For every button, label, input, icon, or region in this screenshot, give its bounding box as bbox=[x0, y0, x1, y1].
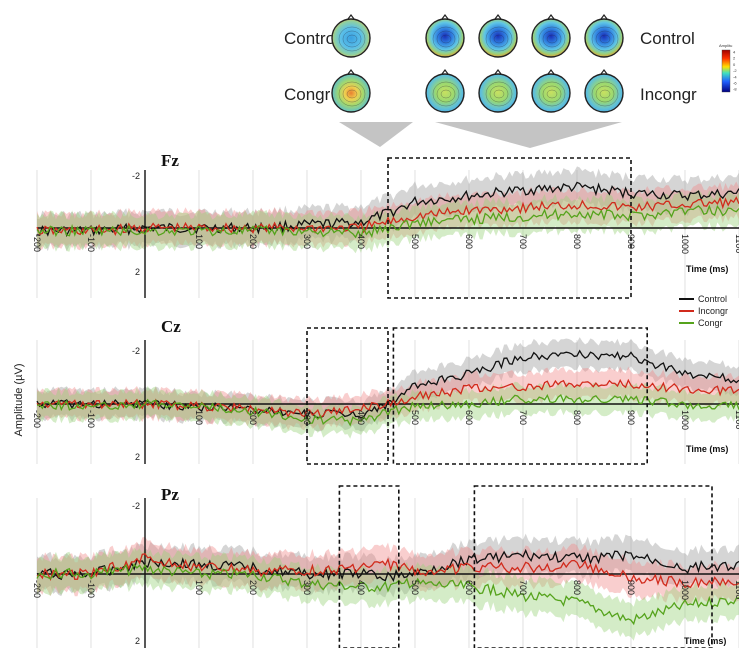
series-line-incongr bbox=[36, 196, 739, 236]
colorbar-tick-label: -8 bbox=[733, 87, 737, 92]
x-tick-label: 300 bbox=[302, 410, 312, 425]
colorbar-tick-label: 0 bbox=[733, 62, 736, 67]
y-tick-label: -2 bbox=[132, 171, 140, 181]
x-tick-label: 700 bbox=[518, 410, 528, 425]
x-tick-label: 300 bbox=[302, 580, 312, 595]
topomap-incongr-2 bbox=[425, 69, 465, 113]
x-axis-label: Time (ms) bbox=[686, 444, 728, 454]
legend: Control Incongr Congr bbox=[679, 294, 728, 328]
x-tick-label: 100 bbox=[194, 234, 204, 249]
x-tick-label: 600 bbox=[464, 580, 474, 595]
x-tick-label: 800 bbox=[572, 410, 582, 425]
topomap-control-1 bbox=[331, 14, 371, 58]
topomap-incongr-3 bbox=[478, 69, 518, 113]
x-tick-label: 300 bbox=[302, 234, 312, 249]
channel-label-fz: Fz bbox=[161, 151, 179, 170]
y-tick-label: -2 bbox=[132, 501, 140, 511]
legend-label-congr: Congr bbox=[698, 318, 723, 328]
x-tick-label: 1000 bbox=[680, 234, 690, 254]
x-tick-label: 600 bbox=[464, 234, 474, 249]
x-tick-label: 500 bbox=[410, 234, 420, 249]
x-tick-label: 1100 bbox=[734, 234, 739, 253]
series-line-congr bbox=[36, 563, 739, 626]
x-axis-label: Time (ms) bbox=[684, 636, 726, 646]
topomap-incongr-4 bbox=[531, 69, 571, 113]
legend-label-incongr: Incongr bbox=[698, 306, 728, 316]
x-tick-label: 1100 bbox=[734, 410, 739, 429]
y-tick-label: 2 bbox=[135, 452, 140, 462]
topomap-control-4 bbox=[531, 14, 571, 58]
erp-panel-cz: -200 -100 100 200 300 400 500 600 700 800 900 1000 1… bbox=[32, 317, 739, 465]
x-tick-label: 200 bbox=[248, 580, 258, 595]
topomap-label-control-left: Control bbox=[284, 29, 339, 48]
colorbar: Amplitu 420-2-4 -6-8 bbox=[719, 43, 737, 93]
erp-panel-pz: -200 -100 100 200 300 400 500 600 700 800 900 1000 1… bbox=[32, 485, 739, 648]
x-tick-label: 200 bbox=[248, 410, 258, 425]
funnel-left bbox=[339, 122, 413, 147]
x-tick-label: 600 bbox=[464, 410, 474, 425]
x-tick-label: -100 bbox=[86, 580, 96, 598]
legend-label-control: Control bbox=[698, 294, 727, 304]
series-line-congr bbox=[36, 204, 739, 239]
x-tick-label: -100 bbox=[86, 234, 96, 252]
x-tick-label: 1100 bbox=[734, 580, 739, 599]
y-tick-label: 2 bbox=[135, 636, 140, 646]
series-line-incongr bbox=[36, 378, 739, 419]
x-tick-label: 500 bbox=[410, 410, 420, 425]
x-tick-label: 1000 bbox=[680, 410, 690, 430]
funnel-right bbox=[435, 122, 622, 148]
series-line-incongr bbox=[36, 553, 739, 589]
topomap-congr-1 bbox=[331, 69, 371, 113]
colorbar-title: Amplitu bbox=[719, 43, 732, 48]
channel-label-pz: Pz bbox=[161, 485, 179, 504]
y-tick-label: 2 bbox=[135, 267, 140, 277]
analysis-window bbox=[392, 327, 648, 465]
x-tick-label: 900 bbox=[626, 410, 636, 425]
x-tick-label: 800 bbox=[572, 580, 582, 595]
x-tick-label: 200 bbox=[248, 234, 258, 249]
x-tick-label: -200 bbox=[32, 234, 42, 252]
topomap-control-5 bbox=[584, 14, 624, 58]
topomap-label-incongr-right: Incongr bbox=[640, 85, 697, 104]
x-tick-label: -200 bbox=[32, 580, 42, 598]
colorbar-tick-label: 2 bbox=[733, 56, 736, 61]
x-tick-label: 900 bbox=[626, 580, 636, 595]
confidence-band-incongr bbox=[37, 536, 739, 605]
x-tick-label: 100 bbox=[194, 410, 204, 425]
x-tick-label: 900 bbox=[626, 234, 636, 249]
colorbar-tick-label: 4 bbox=[733, 50, 736, 55]
erp-panel-fz: -200 -100 100 200 300 400 500 600 700 800 900 1000 1… bbox=[32, 151, 739, 299]
channel-label-cz: Cz bbox=[161, 317, 181, 336]
analysis-window bbox=[473, 485, 713, 648]
analysis-window bbox=[306, 327, 389, 465]
colorbar-tick-label: -6 bbox=[733, 81, 737, 86]
y-tick-label: -2 bbox=[132, 346, 140, 356]
colorbar-scale bbox=[721, 49, 731, 93]
topomap-label-control-right: Control bbox=[640, 29, 695, 48]
y-axis-label: Amplitude (µV) bbox=[13, 364, 25, 437]
x-tick-label: 500 bbox=[410, 580, 420, 595]
topomap-label-congr-left: Congr bbox=[284, 85, 331, 104]
topomap-control-2 bbox=[425, 14, 465, 58]
colorbar-tick-label: -4 bbox=[733, 74, 737, 79]
confidence-band-control bbox=[37, 533, 739, 598]
topomap-incongr-5 bbox=[584, 69, 624, 113]
topomap-control-3 bbox=[478, 14, 518, 58]
x-tick-label: -200 bbox=[32, 410, 42, 428]
colorbar-tick-label: -2 bbox=[733, 68, 737, 73]
x-axis-label: Time (ms) bbox=[686, 264, 728, 274]
x-tick-label: 800 bbox=[572, 234, 582, 249]
topomap-grid bbox=[331, 14, 624, 113]
x-tick-label: 700 bbox=[518, 234, 528, 249]
x-tick-label: 400 bbox=[356, 410, 366, 425]
x-tick-label: 400 bbox=[356, 234, 366, 249]
x-tick-label: 1000 bbox=[680, 580, 690, 600]
analysis-window bbox=[338, 485, 400, 648]
analysis-window bbox=[387, 157, 632, 299]
x-tick-label: 100 bbox=[194, 580, 204, 595]
x-tick-label: 400 bbox=[356, 580, 366, 595]
x-tick-label: -100 bbox=[86, 410, 96, 428]
x-tick-label: 700 bbox=[518, 580, 528, 595]
